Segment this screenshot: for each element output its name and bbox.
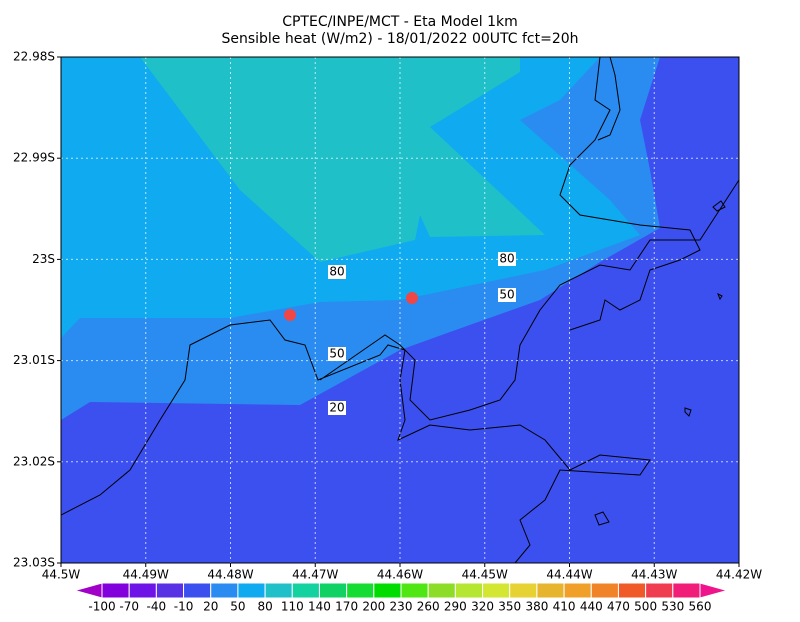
y-tick-label: 23.01S [13, 353, 55, 367]
colorbar-end [73, 582, 103, 599]
colorbar-label: 350 [498, 600, 521, 614]
x-tick-label: 44.5W [42, 568, 81, 582]
colorbar-label: 380 [525, 600, 548, 614]
colorbar-box [346, 582, 375, 599]
colorbar-box [563, 582, 592, 599]
colorbar-label: -100 [88, 600, 115, 614]
y-tick-label: 23S [32, 252, 55, 266]
y-tick-label: 22.99S [13, 151, 55, 165]
x-tick-label: 44.44W [546, 568, 592, 582]
plot-area [61, 57, 739, 563]
colorbar-box [617, 582, 647, 599]
x-tick-label: 44.49W [123, 568, 169, 582]
colorbar-label: 440 [580, 600, 603, 614]
x-tick-label: 44.47W [292, 568, 338, 582]
colorbar-label: 200 [362, 600, 385, 614]
x-tick-label: 44.43W [631, 568, 677, 582]
y-tick-label: 23.02S [13, 454, 55, 468]
colorbar-label: 170 [335, 600, 358, 614]
colorbar-label: 20 [203, 600, 218, 614]
colorbar-box [291, 582, 320, 599]
colorbar-box [482, 582, 511, 599]
contour-label: 80 [329, 265, 344, 279]
y-tick-label: 22.98S [13, 50, 55, 64]
contour-label: 50 [499, 288, 514, 302]
colorbar-box [672, 582, 701, 599]
colorbar-box [237, 582, 266, 599]
colorbar-label: 470 [607, 600, 630, 614]
colorbar-label: -40 [147, 600, 167, 614]
colorbar-label: 560 [689, 600, 712, 614]
colorbar-label: 230 [390, 600, 413, 614]
coastline [61, 57, 739, 563]
colorbar-box [454, 582, 484, 599]
y-tick-label: 23.03S [13, 556, 55, 570]
colorbar-label: -70 [119, 600, 139, 614]
colorbar-label: 500 [634, 600, 657, 614]
colorbar-label: -10 [174, 600, 194, 614]
colorbar-box [210, 582, 239, 599]
colorbar-box [590, 582, 619, 599]
contour-label: 80 [499, 252, 514, 266]
colorbar-box [645, 582, 674, 599]
colorbar-box [400, 582, 429, 599]
x-tick-label: 44.45W [462, 568, 508, 582]
contour-label-bg [328, 265, 346, 279]
colorbar-box [183, 582, 212, 599]
field-band [140, 57, 545, 262]
contour-label-bg [498, 252, 516, 266]
contour-label: 20 [329, 401, 344, 415]
colorbar-label: 110 [281, 600, 304, 614]
contour-label-bg [498, 288, 516, 302]
colorbar-box [509, 582, 538, 599]
colorbar-label: 410 [553, 600, 576, 614]
colorbar-label: 530 [661, 600, 684, 614]
x-tick-label: 44.42W [716, 568, 762, 582]
colorbar-label: 80 [257, 600, 272, 614]
contour-label: 50 [329, 347, 344, 361]
colorbar-label: 260 [417, 600, 440, 614]
colorbar-label: 50 [230, 600, 245, 614]
colorbar-end [699, 582, 729, 599]
contour-label-bg [328, 347, 346, 361]
title: CPTEC/INPE/MCT - Eta Model 1km [282, 14, 518, 30]
colorbar-box [128, 582, 157, 599]
colorbar-box [536, 582, 565, 599]
colorbar-label: 140 [308, 600, 331, 614]
x-tick-label: 44.46W [377, 568, 423, 582]
colorbar-box [264, 582, 293, 599]
subtitle: Sensible heat (W/m2) - 18/01/2022 00UTC … [221, 31, 578, 47]
colorbar-label: 290 [444, 600, 467, 614]
colorbar-label: 320 [471, 600, 494, 614]
colorbar-box [101, 582, 130, 599]
location-marker [284, 309, 296, 321]
colorbar-box [373, 582, 402, 599]
colorbar-box [155, 582, 185, 599]
x-tick-label: 44.48W [207, 568, 253, 582]
location-marker [406, 292, 418, 304]
contour-label-bg [328, 401, 346, 415]
colorbar-box [427, 582, 456, 599]
colorbar-box [318, 582, 348, 599]
island [594, 200, 726, 526]
